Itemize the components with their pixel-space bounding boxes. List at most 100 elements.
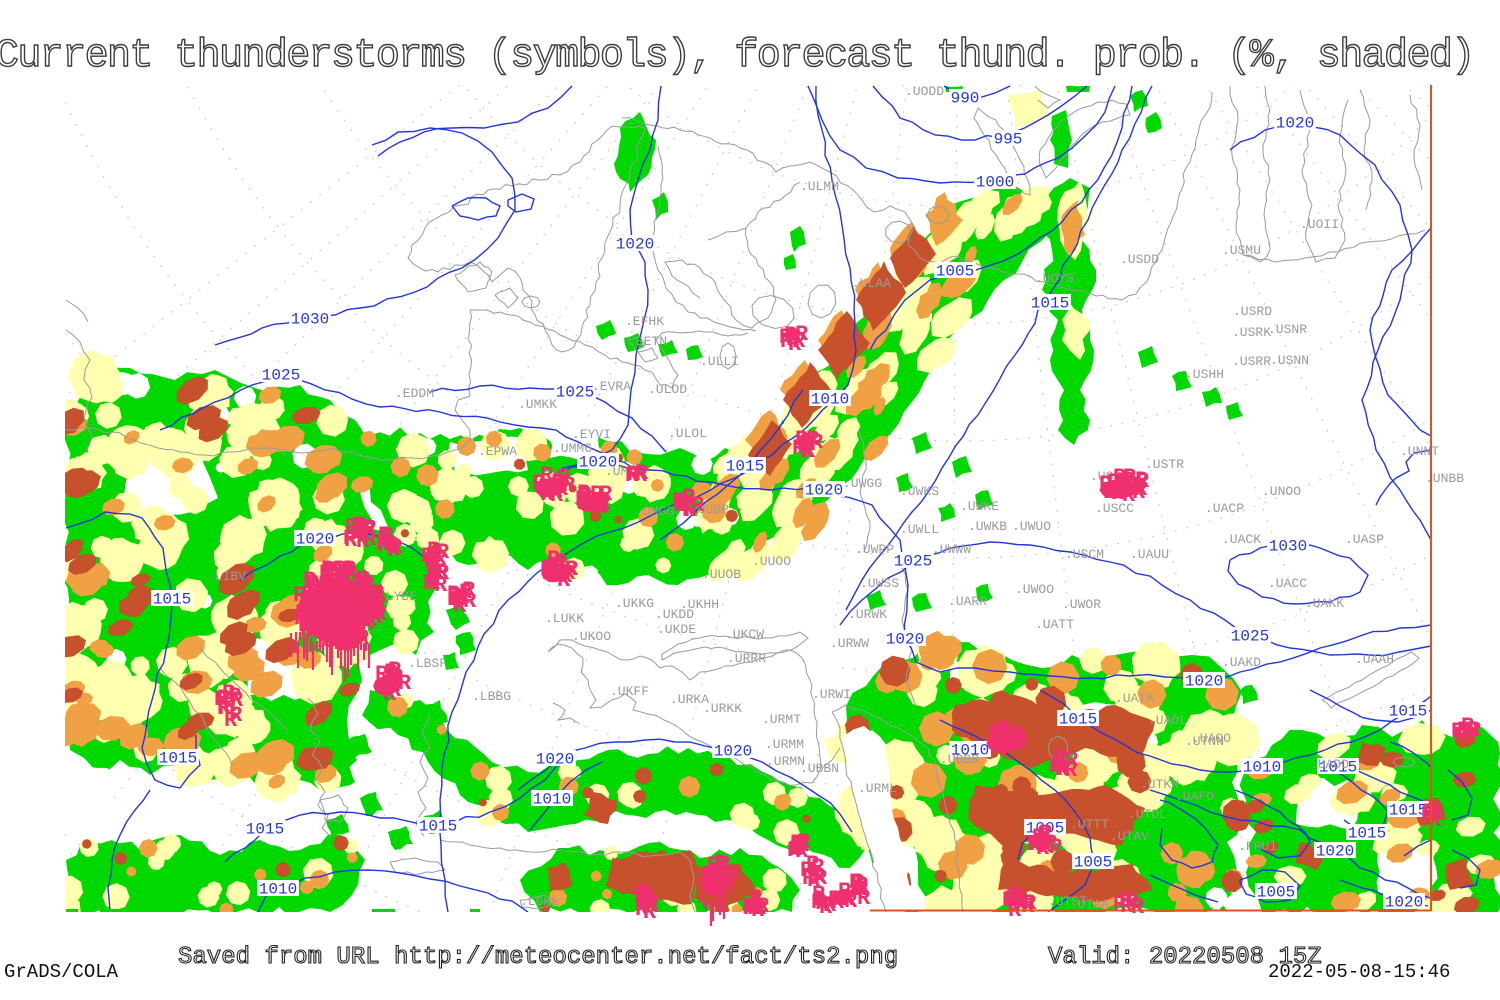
svg-text:R: R [710, 876, 724, 901]
svg-text:R: R [1114, 470, 1128, 495]
svg-text:.UADD: .UADD [1310, 757, 1349, 772]
svg-text:R: R [1008, 732, 1022, 757]
svg-text:R: R [1001, 733, 1015, 758]
svg-text:R: R [789, 837, 803, 862]
svg-text:.UKOO: .UKOO [572, 629, 611, 644]
svg-text:R: R [553, 560, 567, 585]
svg-text:R: R [361, 590, 375, 615]
svg-text:R: R [714, 851, 728, 876]
svg-text:R: R [995, 721, 1009, 746]
svg-text:R: R [548, 559, 562, 584]
svg-text:R: R [850, 871, 864, 896]
svg-text:.UNBB: .UNBB [1425, 471, 1464, 486]
svg-text:.USDD: .USDD [1120, 252, 1159, 267]
svg-text:R: R [853, 877, 867, 902]
svg-text:R: R [643, 889, 657, 914]
svg-text:R: R [230, 688, 244, 713]
svg-text:.EETN: .EETN [628, 334, 667, 349]
svg-text:R: R [430, 543, 444, 568]
svg-text:R: R [682, 498, 696, 523]
svg-text:R: R [348, 624, 362, 649]
svg-text:R: R [353, 619, 367, 644]
svg-text:.UUOO: .UUOO [752, 554, 791, 569]
svg-text:1015: 1015 [1348, 825, 1386, 843]
svg-text:R: R [988, 721, 1002, 746]
svg-text:R: R [298, 602, 312, 627]
svg-text:R: R [326, 616, 340, 641]
svg-text:.UTKN: .UTKN [1140, 777, 1179, 792]
svg-text:R: R [356, 626, 370, 651]
svg-text:R: R [787, 838, 801, 863]
svg-text:.USRR: .USRR [1232, 354, 1271, 369]
svg-text:R: R [365, 593, 379, 618]
svg-text:R: R [343, 623, 357, 648]
svg-text:R: R [812, 864, 826, 889]
svg-text:R: R [551, 471, 565, 496]
svg-text:.UTNN: .UTNN [1185, 734, 1224, 749]
svg-text:R: R [538, 475, 552, 500]
svg-text:.UWKE: .UWKE [960, 499, 999, 514]
svg-text:R: R [327, 563, 341, 588]
svg-text:R: R [447, 582, 461, 607]
svg-text:R: R [1053, 748, 1067, 773]
svg-text:.URWI: .URWI [812, 687, 851, 702]
svg-text:R: R [428, 567, 442, 592]
svg-text:R: R [635, 895, 649, 920]
svg-text:.UWKS: .UWKS [900, 484, 939, 499]
svg-text:R: R [317, 629, 331, 654]
svg-text:995: 995 [994, 131, 1023, 149]
svg-text:R: R [540, 463, 554, 488]
svg-text:.UWGG: .UWGG [843, 476, 882, 491]
svg-text:R: R [459, 580, 473, 605]
svg-text:R: R [726, 862, 740, 887]
svg-text:R: R [1055, 757, 1069, 782]
svg-text:R: R [828, 887, 842, 912]
svg-text:R: R [788, 325, 802, 350]
svg-text:R: R [352, 623, 366, 648]
svg-text:R: R [426, 563, 440, 588]
svg-text:R: R [715, 860, 729, 885]
svg-text:R: R [592, 494, 606, 519]
svg-text:R: R [700, 863, 714, 888]
svg-text:R: R [557, 568, 571, 593]
svg-text:R: R [540, 557, 554, 582]
svg-text:R: R [313, 592, 327, 617]
svg-text:R: R [590, 482, 604, 507]
svg-text:R: R [306, 619, 320, 644]
svg-text:R: R [390, 665, 404, 690]
svg-text:R: R [356, 529, 370, 554]
svg-text:.UUBP: .UUBP [690, 502, 729, 517]
svg-text:R: R [707, 859, 721, 884]
svg-text:R: R [552, 553, 566, 578]
svg-text:R: R [447, 584, 461, 609]
svg-text:R: R [302, 582, 316, 607]
svg-text:R: R [462, 578, 476, 603]
svg-text:R: R [1029, 832, 1043, 857]
svg-text:.UAFO: .UAFO [1175, 789, 1214, 804]
svg-text:R: R [550, 474, 564, 499]
svg-text:R: R [435, 560, 449, 585]
svg-text:.URMM: .URMM [765, 737, 804, 752]
svg-text:.UNNT: .UNNT [1400, 444, 1439, 459]
svg-text:R: R [1122, 483, 1136, 508]
svg-text:R: R [792, 329, 806, 354]
svg-text:R: R [356, 572, 370, 597]
svg-text:1020: 1020 [886, 631, 924, 649]
svg-text:.UAKK: .UAKK [1305, 596, 1344, 611]
svg-text:R: R [357, 567, 371, 592]
svg-text:.UBBB: .UBBB [940, 752, 979, 767]
svg-text:R: R [359, 585, 373, 610]
svg-text:.EPWA: .EPWA [478, 444, 517, 459]
svg-text:1025: 1025 [556, 384, 594, 402]
svg-text:R: R [707, 869, 721, 894]
svg-text:R: R [795, 322, 809, 347]
svg-text:.ULLI: .ULLI [700, 354, 739, 369]
svg-text:R: R [707, 853, 721, 878]
svg-text:1020: 1020 [536, 751, 574, 769]
svg-text:R: R [303, 568, 317, 593]
svg-text:R: R [780, 329, 794, 354]
svg-text:R: R [1457, 718, 1471, 743]
svg-text:R: R [324, 625, 338, 650]
svg-text:R: R [819, 895, 833, 920]
svg-text:R: R [753, 896, 767, 921]
